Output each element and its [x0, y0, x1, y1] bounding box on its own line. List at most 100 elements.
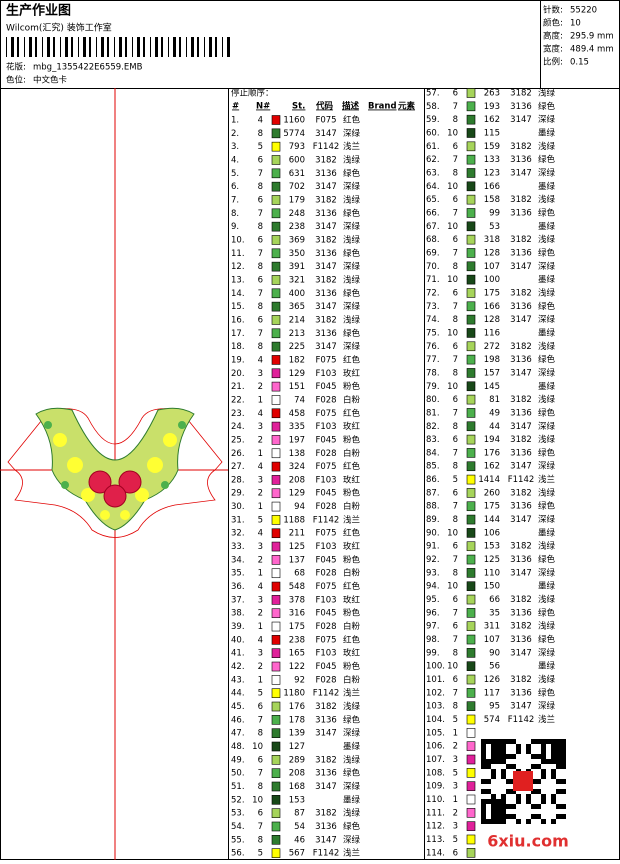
- stitches: 702: [289, 182, 305, 192]
- code: 3182: [315, 275, 337, 285]
- color-swatch: [466, 688, 476, 698]
- row-number: 20.: [231, 369, 245, 379]
- needle: 6: [258, 755, 263, 765]
- row-number: 73.: [426, 302, 440, 312]
- needle: 6: [258, 275, 263, 285]
- color-swatch: [466, 528, 476, 538]
- qr-module: [506, 764, 511, 769]
- color-swatch: [271, 115, 281, 125]
- qr-module: [491, 754, 496, 759]
- description: 墨绿: [538, 581, 556, 592]
- row-number: 76.: [426, 342, 440, 352]
- qr-module: [531, 804, 536, 809]
- qr-module: [501, 799, 506, 804]
- description: 红色: [343, 115, 361, 126]
- code: F028: [315, 622, 336, 632]
- bar: [6, 37, 7, 57]
- code: 3182: [510, 542, 532, 552]
- code: F075: [315, 635, 336, 645]
- qr-module: [481, 799, 486, 804]
- row-number: 15.: [231, 302, 245, 312]
- stitches: 125: [289, 542, 305, 552]
- stitches: 225: [289, 342, 305, 352]
- color-swatch: [271, 848, 281, 858]
- description: 绿色: [343, 288, 361, 299]
- needle: 8: [453, 462, 458, 472]
- description: 浅绿: [343, 701, 361, 712]
- row-number: 31.: [231, 515, 245, 525]
- color-swatch: [271, 448, 281, 459]
- qr-module: [556, 749, 561, 754]
- code: 3136: [510, 248, 532, 258]
- qr-module: [526, 744, 531, 749]
- stitches: 139: [289, 729, 305, 739]
- color-swatch: [466, 234, 476, 245]
- code: F075: [315, 462, 336, 472]
- description: 浅绿: [343, 234, 361, 245]
- stitches: 46: [294, 835, 305, 845]
- row-number: 96.: [426, 608, 440, 618]
- stitches: 238: [289, 222, 305, 232]
- color-swatch: [271, 568, 281, 579]
- code: F028: [315, 395, 336, 405]
- needle: 3: [258, 369, 263, 379]
- color-swatch: [271, 461, 281, 472]
- row-number: 84.: [426, 448, 440, 458]
- stitches: 182: [289, 355, 305, 365]
- color-swatch: [466, 141, 476, 152]
- needle: 5: [453, 715, 458, 725]
- stitches: 74: [294, 395, 305, 405]
- needle: 6: [258, 315, 263, 325]
- bar: [161, 37, 163, 57]
- color-swatch: [466, 594, 476, 605]
- stitches: 458: [289, 409, 305, 419]
- description: 白粉: [343, 621, 361, 632]
- description: 绿色: [538, 607, 556, 618]
- needle: 7: [453, 155, 458, 165]
- stitches: 211: [289, 529, 305, 539]
- needle: 10: [447, 382, 458, 392]
- code: F045: [315, 555, 336, 565]
- row-number: 37.: [231, 595, 245, 605]
- color-swatch: [466, 474, 476, 485]
- description: 绿色: [343, 768, 361, 779]
- bar: [209, 37, 212, 57]
- qr-module: [516, 799, 521, 804]
- row-number: 86.: [426, 475, 440, 485]
- stitches: 238: [289, 635, 305, 645]
- column-header: N#: [256, 102, 270, 112]
- qr-module: [546, 739, 551, 744]
- qr-module: [481, 809, 486, 814]
- needle: 5: [258, 142, 263, 152]
- needle: 4: [258, 582, 263, 592]
- description: 白粉: [343, 674, 361, 685]
- needle: 7: [453, 355, 458, 365]
- code: 3136: [510, 555, 532, 565]
- description: 红色: [343, 461, 361, 472]
- code: F1142: [313, 689, 340, 699]
- color-swatch: [271, 128, 281, 139]
- description: 红色: [343, 634, 361, 645]
- description: 粉色: [343, 434, 361, 445]
- row-number: 27.: [231, 462, 245, 472]
- qr-module: [561, 749, 566, 754]
- needle: 3: [453, 782, 458, 792]
- color-swatch: [466, 781, 476, 791]
- needle: 8: [453, 315, 458, 325]
- stitches: 162: [484, 462, 500, 472]
- code: 3182: [510, 595, 532, 605]
- code: 3147: [510, 422, 532, 432]
- stitches: 90: [489, 648, 500, 658]
- qr-module: [531, 779, 536, 784]
- qr-module: [496, 754, 501, 759]
- code: 3136: [510, 635, 532, 645]
- bar: [137, 37, 140, 57]
- stitches: 133: [484, 155, 500, 165]
- stitches: 214: [289, 315, 305, 325]
- code: 3147: [315, 782, 337, 792]
- qr-module: [551, 774, 556, 779]
- info-label: 宽度:: [543, 44, 563, 55]
- code: 3147: [315, 129, 337, 139]
- stitches: 92: [294, 675, 305, 685]
- row-number: 106.: [426, 742, 445, 752]
